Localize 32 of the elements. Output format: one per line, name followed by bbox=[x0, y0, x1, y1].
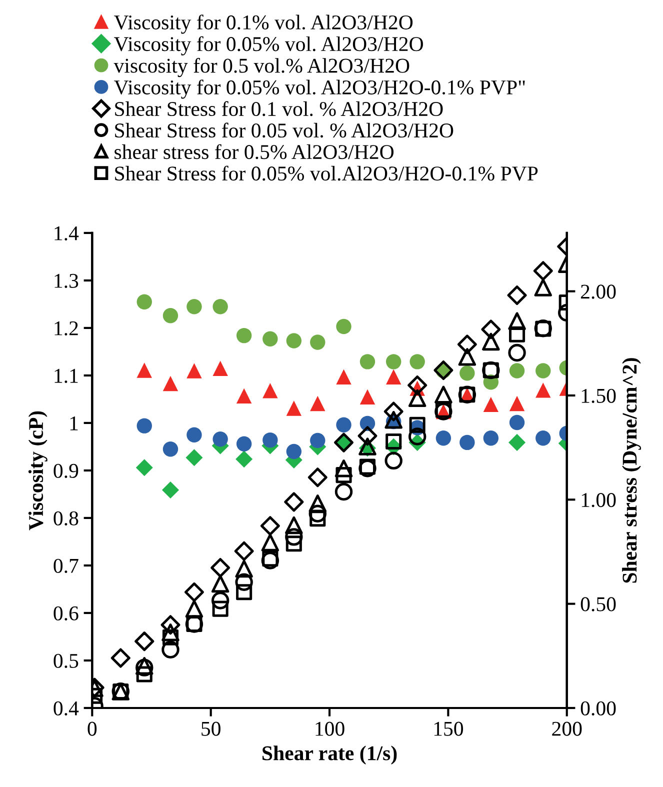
x-axis-title: Shear rate (1/s) bbox=[262, 746, 397, 765]
x-tick-label: 200 bbox=[552, 722, 582, 736]
legend-label: Viscosity for 0.05% vol. Al2O3/H2O-0.1% PVP" bbox=[114, 80, 525, 99]
y2-tick-label: 0.00 bbox=[580, 701, 616, 716]
y-tick-label: 0.8 bbox=[54, 511, 78, 526]
y-tick-label: 0.6 bbox=[54, 606, 78, 621]
x-tick-label: 0 bbox=[88, 722, 97, 736]
legend-label: Shear Stress for 0.05 vol. % Al2O3/H2O bbox=[115, 122, 454, 138]
x-tick-label: 50 bbox=[202, 722, 220, 736]
x-tick-label: 100 bbox=[316, 722, 344, 736]
y2-axis-title: Shear stress (Dyne/cm^2) bbox=[622, 358, 642, 583]
legend-label: shear stress for 0.5% Al2O3/H2O bbox=[114, 144, 394, 160]
y2-tick-label: 2.00 bbox=[580, 284, 616, 299]
y-axis-title: Viscosity (cP) bbox=[28, 411, 48, 530]
y2-tick-label: 0.50 bbox=[580, 597, 616, 612]
y-tick-label: 1 bbox=[70, 416, 78, 430]
legend-label: Shear Stress for 0.1 vol. % Al2O3/H2O bbox=[115, 101, 443, 116]
y-tick-label: 0.7 bbox=[54, 558, 78, 573]
y-tick-label: 0.9 bbox=[54, 464, 78, 478]
y-tick-label: 0.4 bbox=[54, 701, 79, 716]
y-tick-label: 1.4 bbox=[54, 226, 79, 240]
y2-tick-label: 1.00 bbox=[582, 493, 616, 508]
y2-tick-label: 1.50 bbox=[582, 388, 616, 403]
legend-label: Viscosity for 0.1% vol. Al2O3/H2O bbox=[114, 14, 413, 34]
legend-label: viscosity for 0.5 vol.% Al2O3/H2O bbox=[114, 58, 410, 78]
legend-label: Viscosity for 0.05% vol. Al2O3/H2O bbox=[114, 36, 423, 56]
legend-label: Shear Stress for 0.05% vol.Al2O3/H2O-0.1% PVP bbox=[115, 166, 538, 181]
y-tick-label: 1.2 bbox=[54, 321, 78, 336]
y-tick-label: 0.5 bbox=[54, 654, 78, 668]
y-tick-label: 1.3 bbox=[54, 274, 78, 288]
x-tick-label: 150 bbox=[434, 722, 464, 736]
y-tick-label: 1.1 bbox=[54, 368, 78, 383]
